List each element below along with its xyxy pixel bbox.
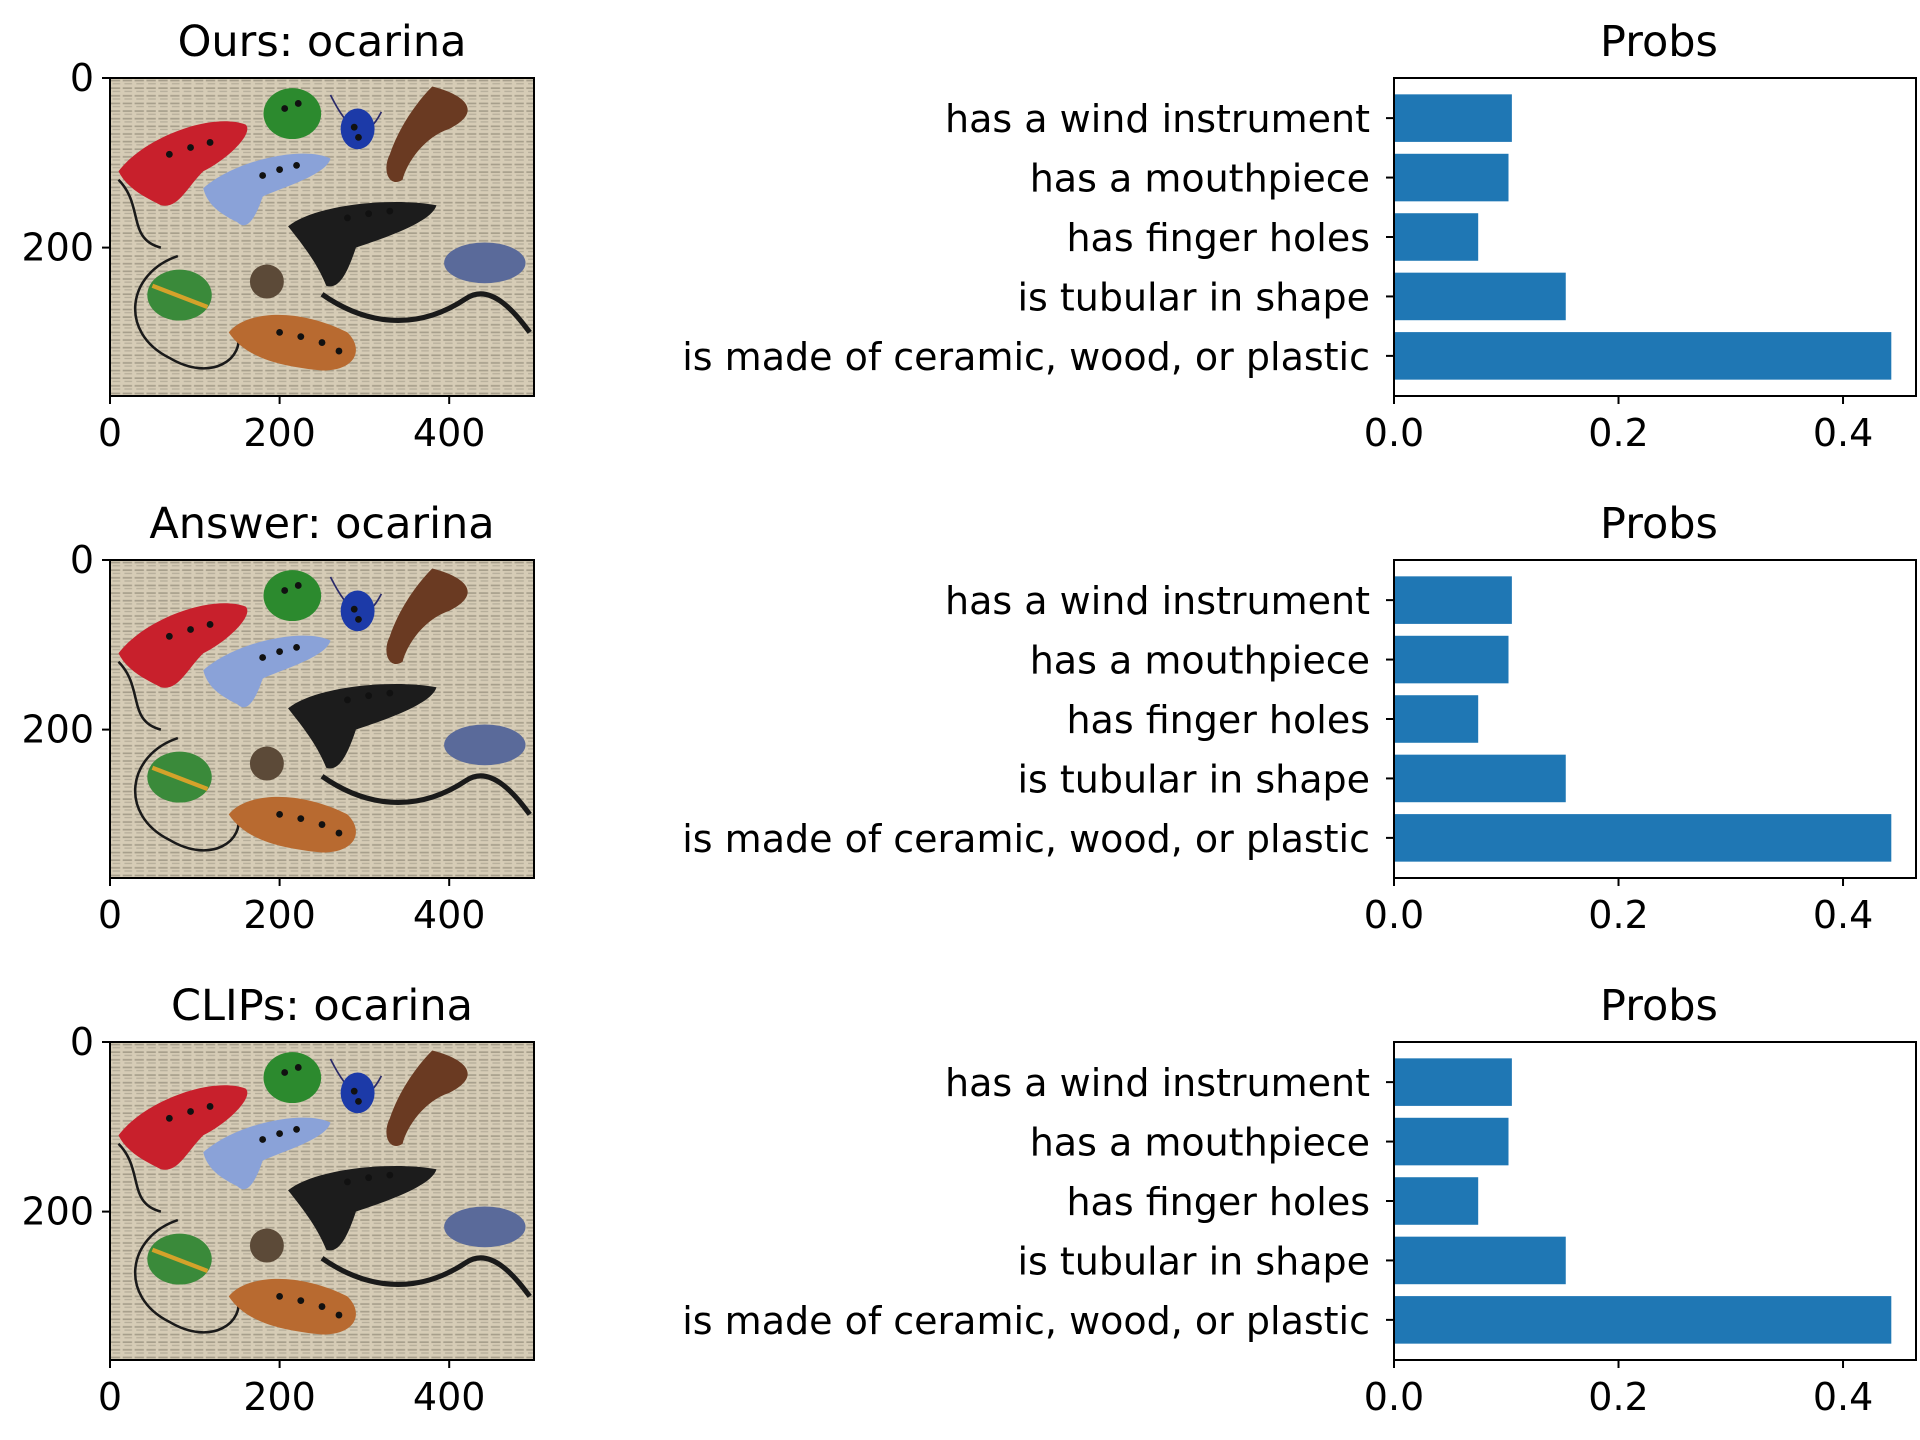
image-subplot: Answer: ocarina 0 200 400 0 200	[21, 499, 535, 937]
chart-frame	[1393, 77, 1917, 397]
bar	[1394, 814, 1892, 862]
category-label: is made of ceramic, wood, or plastic	[682, 335, 1370, 379]
image-x-tick-label: 400	[413, 893, 486, 937]
category-label: is made of ceramic, wood, or plastic	[682, 1299, 1370, 1343]
category-label: has a mouthpiece	[1030, 157, 1370, 201]
bar	[1394, 1177, 1479, 1225]
image-x-tick-label: 0	[98, 893, 122, 937]
bar	[1394, 1296, 1892, 1344]
bar	[1394, 695, 1479, 743]
bar	[1394, 272, 1566, 321]
chart-title: Probs	[1600, 981, 1718, 1031]
image-frame	[109, 559, 535, 879]
ocarina-image	[110, 560, 534, 878]
bar	[1394, 332, 1892, 380]
bar-chart: Probs has a wind instrument has a mouthpie…	[682, 499, 1917, 937]
category-label: has finger holes	[1066, 216, 1370, 260]
bar	[1394, 213, 1479, 261]
panel-row: Answer: ocarina 0 200 400 0 200 Probs has a win…	[21, 499, 1917, 937]
image-y-tick-label: 0	[70, 56, 94, 100]
x-tick-label: 0.0	[1364, 893, 1424, 937]
image-x-tick-label: 200	[243, 411, 316, 455]
category-label: has a mouthpiece	[1030, 1121, 1370, 1165]
image-title: Answer: ocarina	[149, 499, 494, 549]
image-title: Ours: ocarina	[178, 17, 467, 67]
chart-frame	[1393, 559, 1917, 879]
x-tick-label: 0.0	[1364, 411, 1424, 455]
ocarina-image	[110, 78, 534, 396]
ocarina-image	[110, 1042, 534, 1360]
x-tick-label: 0.2	[1588, 893, 1648, 937]
x-tick-label: 0.4	[1813, 1375, 1873, 1419]
bar-chart: Probs has a wind instrument has a mouthpie…	[682, 981, 1917, 1419]
image-frame	[109, 1041, 535, 1361]
bar	[1394, 635, 1509, 684]
image-y-tick-label: 200	[21, 1190, 94, 1234]
panel-row: CLIPs: ocarina 0 200 400 0 200 Probs has a wind…	[21, 981, 1917, 1419]
category-label: has a wind instrument	[945, 1061, 1370, 1105]
image-x-tick-label: 0	[98, 1375, 122, 1419]
panel-row: Ours: ocarina 0 200 400 0 200 Probs has a wind …	[21, 17, 1917, 455]
x-tick-label: 0.4	[1813, 893, 1873, 937]
image-x-tick-label: 200	[243, 1375, 316, 1419]
chart-title: Probs	[1600, 499, 1718, 549]
image-frame	[109, 77, 535, 397]
image-y-tick-label: 200	[21, 226, 94, 270]
bar	[1394, 576, 1512, 624]
bar	[1394, 153, 1509, 202]
image-y-tick-label: 0	[70, 538, 94, 582]
category-label: has finger holes	[1066, 1180, 1370, 1224]
image-x-tick-label: 200	[243, 893, 316, 937]
bar	[1394, 1117, 1509, 1166]
image-x-tick-label: 400	[413, 411, 486, 455]
chart-title: Probs	[1600, 17, 1718, 67]
image-x-tick-label: 0	[98, 411, 122, 455]
category-label: has a wind instrument	[945, 579, 1370, 623]
image-subplot: CLIPs: ocarina 0 200 400 0 200	[21, 981, 535, 1419]
category-label: has a mouthpiece	[1030, 639, 1370, 683]
image-y-tick-label: 0	[70, 1020, 94, 1064]
image-title: CLIPs: ocarina	[171, 981, 473, 1031]
x-tick-label: 0.4	[1813, 411, 1873, 455]
category-label: is tubular in shape	[1017, 1239, 1370, 1283]
bar	[1394, 1236, 1566, 1285]
category-label: has a wind instrument	[945, 97, 1370, 141]
bar	[1394, 94, 1512, 142]
category-label: is tubular in shape	[1017, 275, 1370, 319]
image-y-tick-label: 200	[21, 708, 94, 752]
bar	[1394, 1058, 1512, 1106]
bar-chart: Probs has a wind instrument has a mouthpie…	[682, 17, 1917, 455]
x-tick-label: 0.2	[1588, 1375, 1648, 1419]
category-label: has finger holes	[1066, 698, 1370, 742]
category-label: is tubular in shape	[1017, 757, 1370, 801]
x-tick-label: 0.2	[1588, 411, 1648, 455]
x-tick-label: 0.0	[1364, 1375, 1424, 1419]
bar	[1394, 754, 1566, 803]
image-subplot: Ours: ocarina 0 200 400 0 200	[21, 17, 535, 455]
chart-frame	[1393, 1041, 1917, 1361]
category-label: is made of ceramic, wood, or plastic	[682, 817, 1370, 861]
image-x-tick-label: 400	[413, 1375, 486, 1419]
